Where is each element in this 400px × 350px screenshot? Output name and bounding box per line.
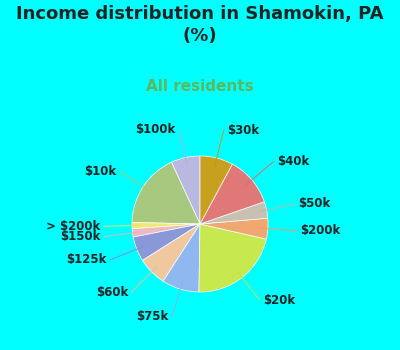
Text: $75k: $75k: [136, 310, 168, 323]
Wedge shape: [132, 222, 200, 229]
Text: $40k: $40k: [277, 155, 309, 168]
Wedge shape: [142, 224, 200, 281]
Wedge shape: [200, 156, 232, 224]
Text: Income distribution in Shamokin, PA
(%): Income distribution in Shamokin, PA (%): [16, 5, 384, 46]
Text: $150k: $150k: [60, 230, 101, 243]
Text: $60k: $60k: [96, 286, 128, 299]
Text: All residents: All residents: [146, 79, 254, 94]
Text: $30k: $30k: [227, 124, 259, 137]
Wedge shape: [200, 202, 268, 224]
Text: > $200k: > $200k: [46, 220, 100, 233]
Wedge shape: [200, 218, 268, 239]
Wedge shape: [132, 162, 200, 224]
Text: $50k: $50k: [298, 197, 330, 210]
Wedge shape: [172, 156, 200, 224]
Text: $20k: $20k: [263, 294, 295, 307]
Text: $125k: $125k: [66, 253, 107, 266]
Wedge shape: [133, 224, 200, 260]
Wedge shape: [199, 224, 266, 292]
Wedge shape: [163, 224, 200, 292]
Text: $100k: $100k: [136, 123, 176, 136]
Text: $10k: $10k: [84, 164, 116, 177]
Text: $200k: $200k: [300, 224, 340, 237]
Wedge shape: [200, 164, 264, 224]
Wedge shape: [132, 224, 200, 237]
